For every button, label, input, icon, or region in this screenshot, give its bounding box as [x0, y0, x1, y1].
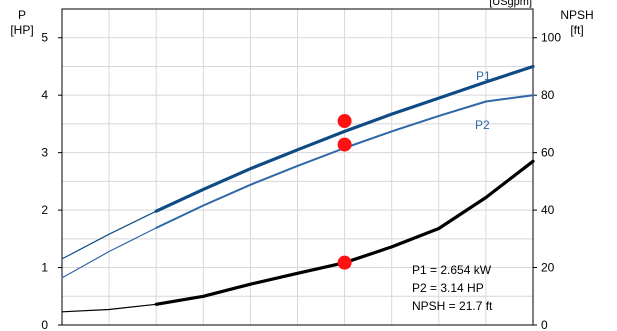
readout-line-3: NPSH = 21.7 ft — [412, 299, 493, 313]
p1-curve-thick — [154, 64, 535, 213]
p1-series-label: P1 — [476, 69, 491, 83]
right-axis-label-line1: NPSH — [560, 8, 593, 22]
right-axis-label-line2: [ft] — [570, 23, 583, 37]
left-tick-label: 2 — [41, 203, 48, 217]
right-tick-label: 20 — [541, 261, 555, 275]
readout-line-1: P1 = 2.654 kW — [412, 263, 492, 277]
p1-operating-point — [337, 114, 352, 129]
right-tick-label: 60 — [541, 146, 555, 160]
p2-operating-point — [337, 137, 352, 152]
p2-series-label: P2 — [475, 118, 490, 132]
left-tick-label: 4 — [41, 88, 48, 102]
npsh-operating-point — [337, 255, 352, 270]
left-tick-label: 0 — [41, 318, 48, 331]
npsh-curve-thin — [61, 303, 157, 313]
p1-curve-thin — [61, 210, 157, 260]
top-right-unit-label: [USgpm] — [489, 0, 532, 8]
left-axis-label-line2: [HP] — [10, 23, 33, 37]
right-tick-label: 80 — [541, 88, 555, 102]
left-axis-label-line1: P — [18, 8, 26, 22]
right-tick-label: 100 — [541, 31, 561, 45]
left-tick-label: 1 — [41, 261, 48, 275]
readout-line-2: P2 = 3.14 HP — [412, 281, 484, 295]
plot-frame — [61, 8, 534, 326]
p2-curve-thin — [61, 227, 157, 279]
right-tick-label: 0 — [541, 318, 548, 331]
right-tick-label: 40 — [541, 203, 555, 217]
left-tick-label: 5 — [41, 31, 48, 45]
left-tick-label: 3 — [41, 146, 48, 160]
